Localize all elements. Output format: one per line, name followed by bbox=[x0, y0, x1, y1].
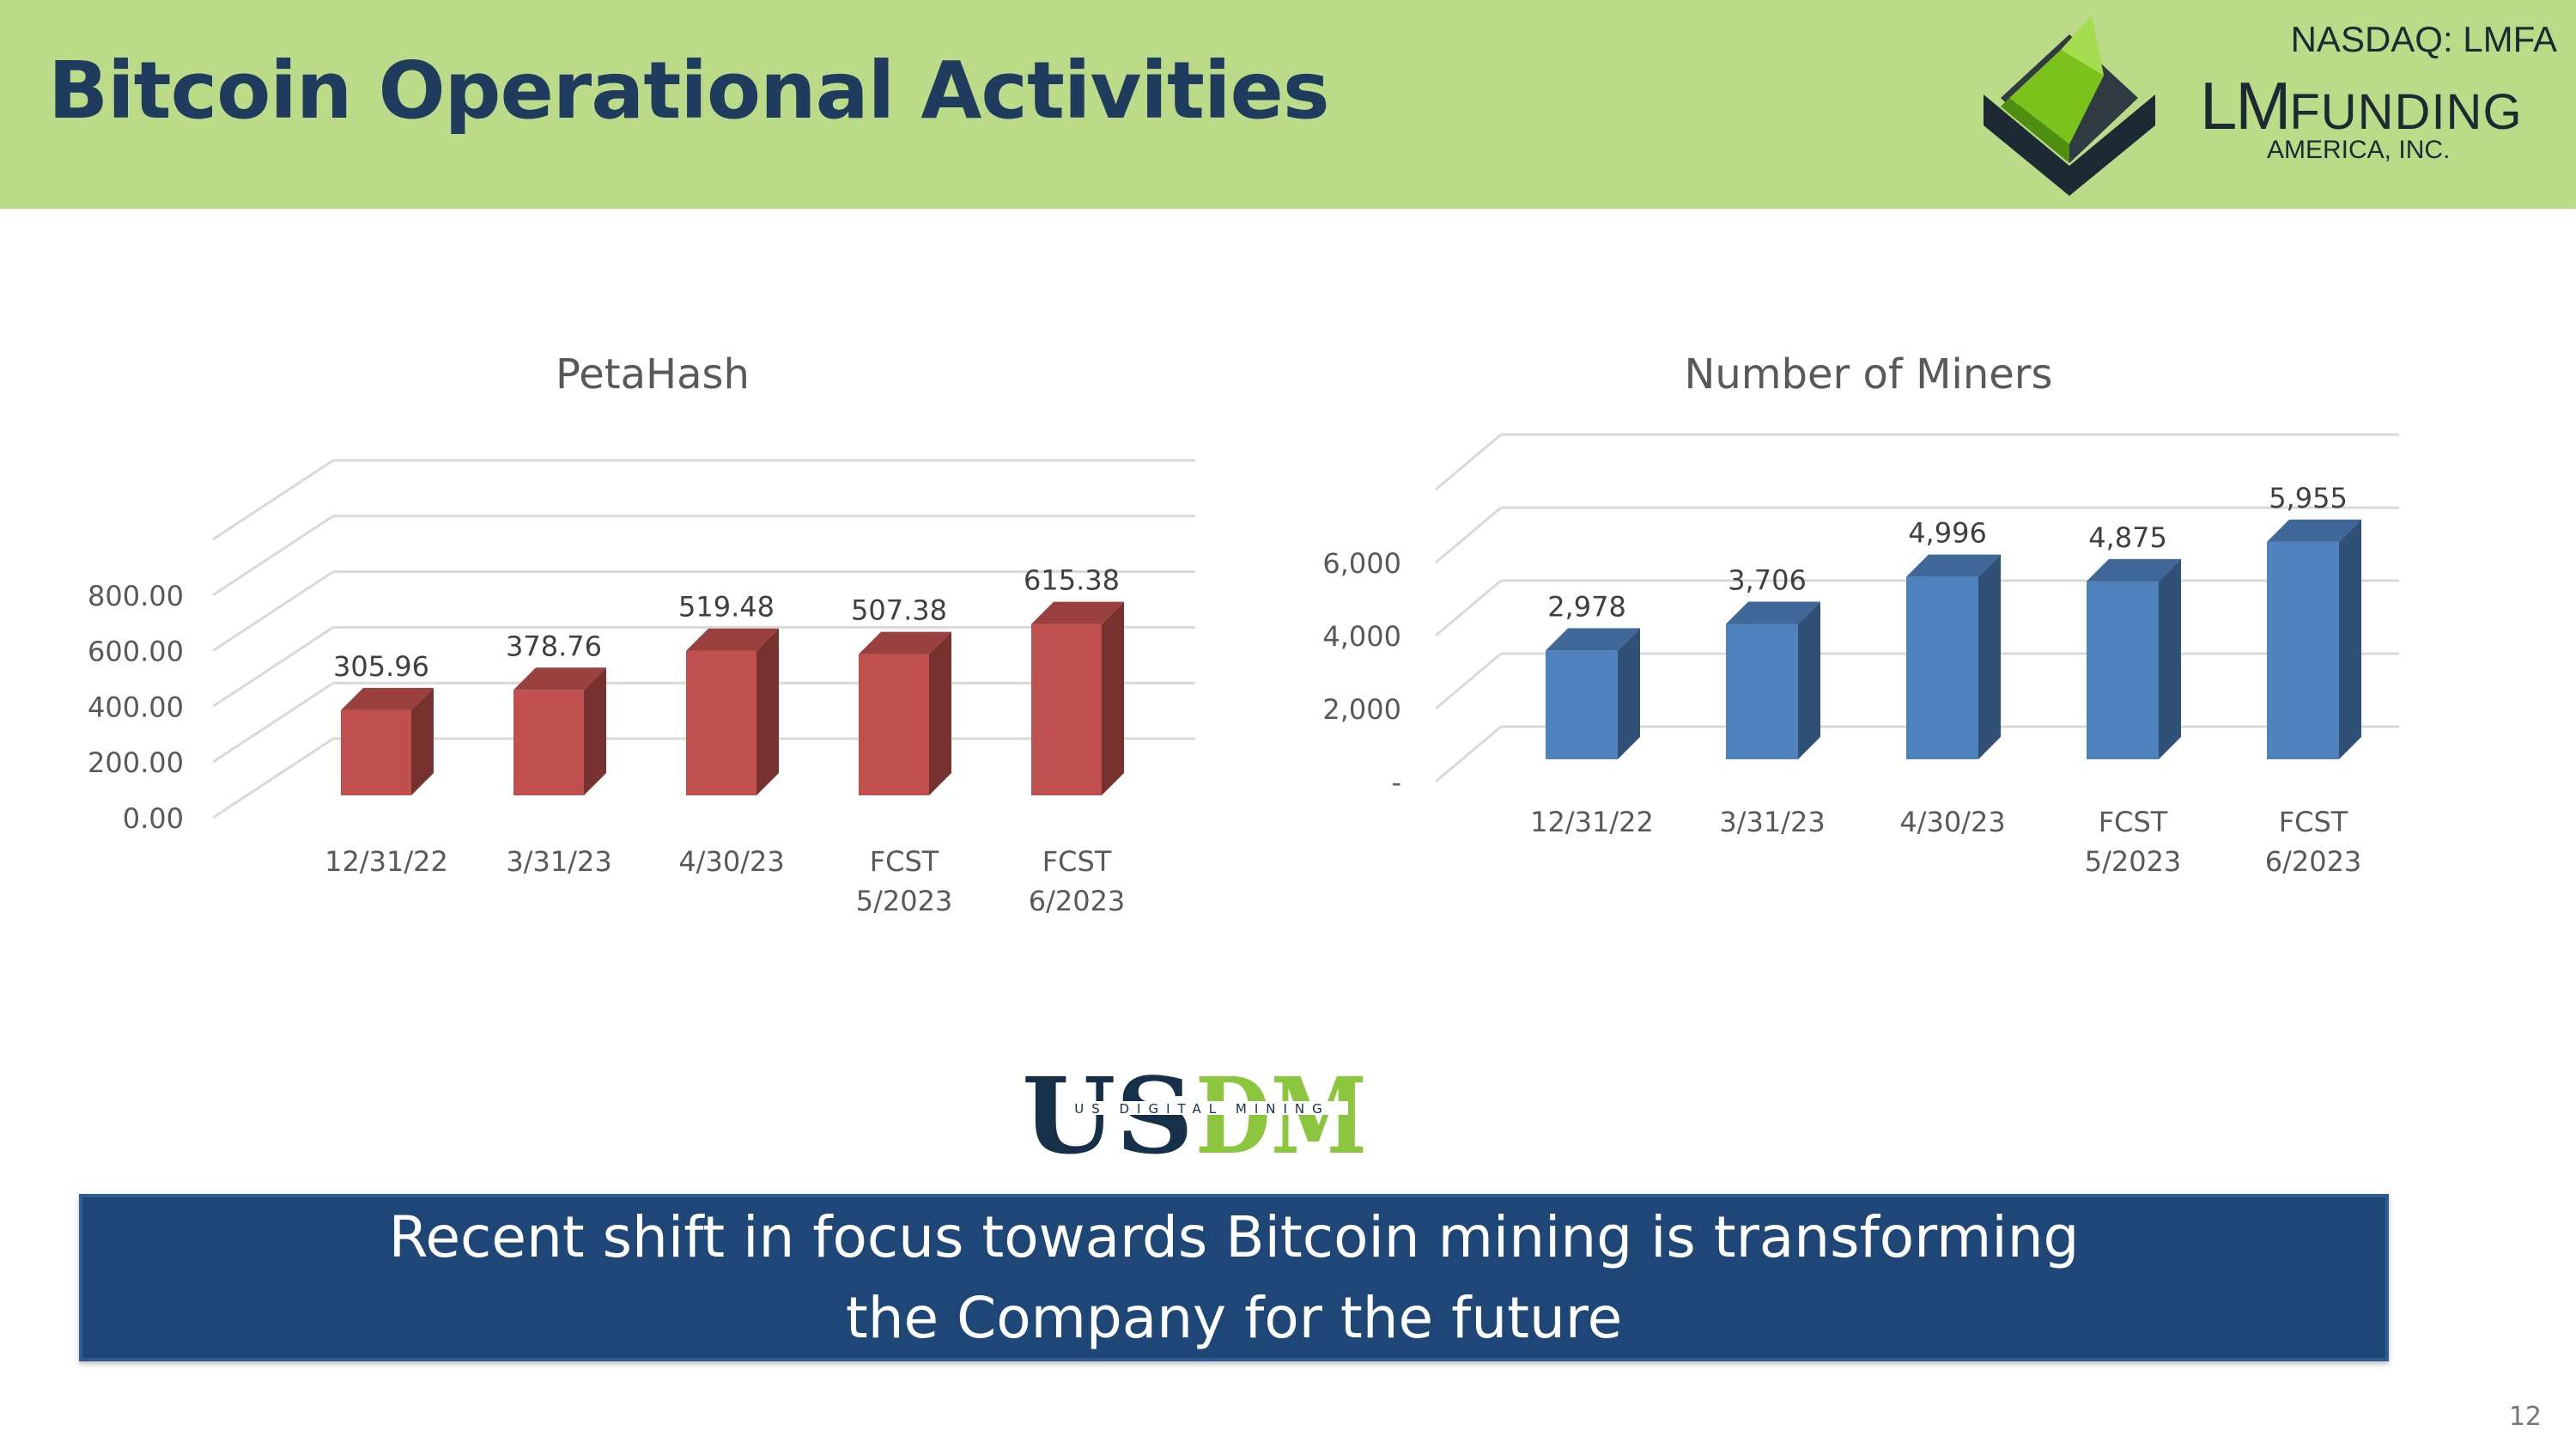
x-tick-label: FCST bbox=[1042, 845, 1112, 878]
banner-text: Recent shift in focus towards Bitcoin mi… bbox=[246, 1197, 2221, 1359]
x-tick-label: 6/2023 bbox=[1029, 885, 1126, 917]
bar-side bbox=[1798, 601, 1820, 759]
data-label: 5,955 bbox=[2269, 482, 2348, 514]
data-label: 378.76 bbox=[506, 630, 602, 662]
gridline-side bbox=[1435, 652, 1502, 710]
x-tick-label: 3/31/23 bbox=[506, 845, 611, 878]
bar-top bbox=[1546, 628, 1640, 651]
x-tick-label: 4/30/23 bbox=[678, 845, 784, 878]
gridline-side bbox=[1435, 506, 1502, 564]
bar-side bbox=[2339, 519, 2361, 759]
bar bbox=[1726, 624, 1798, 759]
gridline-side bbox=[1435, 725, 1502, 783]
y-tick-label: 6,000 bbox=[1322, 547, 1401, 580]
gridline-side bbox=[1435, 579, 1502, 637]
data-label: 4,996 bbox=[1908, 517, 1987, 550]
y-tick-label: 600.00 bbox=[88, 636, 184, 668]
x-tick-label: FCST bbox=[870, 845, 939, 878]
ticker-symbol: NASDAQ: LMFA bbox=[2290, 19, 2557, 59]
summary-banner: Recent shift in focus towards Bitcoin mi… bbox=[79, 1194, 2389, 1361]
bar-top bbox=[1031, 601, 1124, 624]
gridline-side bbox=[212, 570, 334, 652]
logo-funding: FUNDING bbox=[2289, 84, 2523, 140]
bar bbox=[1906, 576, 1978, 759]
chart-title: PetaHash bbox=[556, 350, 750, 399]
bar-top bbox=[2267, 519, 2361, 542]
x-tick-label: FCST bbox=[2279, 806, 2348, 838]
data-label: 507.38 bbox=[851, 594, 947, 627]
petahash-chart: PetaHash 0.00 200.00 400.00 600.00 800.00 305.… bbox=[88, 350, 1195, 917]
data-label: 2,978 bbox=[1547, 590, 1626, 623]
header-bar: Bitcoin Operational Activities NASDAQ: L… bbox=[0, 0, 2576, 209]
y-tick-label: 0.00 bbox=[123, 802, 184, 835]
bar-top bbox=[1906, 554, 2001, 577]
bar-top bbox=[686, 628, 779, 651]
bar-top bbox=[859, 631, 951, 654]
bar-side bbox=[1978, 554, 2001, 759]
gridline-side bbox=[212, 737, 334, 819]
bar-side bbox=[1618, 628, 1640, 759]
bar-top bbox=[1726, 601, 1820, 624]
bar bbox=[341, 709, 411, 795]
bar bbox=[513, 690, 584, 795]
x-tick-label: 12/31/22 bbox=[1530, 806, 1654, 838]
x-tick-label: 12/31/22 bbox=[325, 845, 448, 878]
bar-side bbox=[411, 687, 434, 795]
data-label: 519.48 bbox=[678, 591, 775, 624]
page-title: Bitcoin Operational Activities bbox=[48, 45, 1330, 137]
x-tick-label: FCST bbox=[2099, 806, 2168, 838]
bar bbox=[1031, 624, 1102, 795]
y-tick-label: - bbox=[1391, 766, 1401, 799]
bar-side bbox=[2159, 558, 2181, 759]
bar bbox=[2267, 541, 2339, 759]
x-tick-label: 4/30/23 bbox=[1899, 806, 2005, 838]
bar-side bbox=[1102, 601, 1124, 795]
y-tick-label: 800.00 bbox=[88, 580, 184, 612]
x-tick-label: 6/2023 bbox=[2265, 845, 2362, 878]
x-tick-label: 3/31/23 bbox=[1719, 806, 1825, 838]
y-tick-label: 200.00 bbox=[88, 746, 184, 779]
lm-funding-logo-text: LMFUNDING bbox=[2200, 67, 2523, 145]
miners-chart: Number of Miners - 2,000 4,000 6,000 2,978 12/… bbox=[1322, 350, 2399, 878]
y-tick-label: 2,000 bbox=[1322, 693, 1401, 726]
data-label: 615.38 bbox=[1024, 564, 1120, 597]
bar-top bbox=[341, 687, 434, 710]
usdm-logo-icon: US DM US DIGITAL MINING bbox=[1022, 1056, 1367, 1168]
bar-side bbox=[584, 667, 606, 795]
y-tick-label: 4,000 bbox=[1322, 620, 1401, 653]
bar bbox=[686, 650, 756, 795]
lm-funding-logo-icon bbox=[1984, 15, 2155, 196]
data-label: 4,875 bbox=[2088, 521, 2167, 554]
x-tick-label: 5/2023 bbox=[856, 885, 953, 917]
banner-line-2: the Company for the future bbox=[845, 1284, 1623, 1351]
gridline-side bbox=[1435, 433, 1502, 491]
usdm-logo-tagline: US DIGITAL MINING bbox=[1074, 1101, 1330, 1117]
banner-line-1: Recent shift in focus towards Bitcoin mi… bbox=[388, 1203, 2080, 1270]
data-label: 305.96 bbox=[333, 650, 429, 683]
data-label: 3,706 bbox=[1728, 563, 1807, 596]
logo-lm: LM bbox=[2200, 68, 2291, 143]
bar bbox=[859, 654, 929, 795]
gridline-side bbox=[212, 514, 334, 597]
chart-title: Number of Miners bbox=[1684, 350, 2052, 399]
y-tick-label: 400.00 bbox=[88, 691, 184, 723]
x-tick-label: 5/2023 bbox=[2085, 845, 2182, 878]
gridline-side bbox=[212, 459, 334, 541]
logo-subtitle: AMERICA, INC. bbox=[2267, 136, 2451, 164]
bar-side bbox=[756, 628, 779, 795]
gridline-side bbox=[212, 626, 334, 708]
bar bbox=[1546, 650, 1618, 759]
bar bbox=[2087, 581, 2159, 759]
gridline-side bbox=[212, 681, 334, 764]
page-number: 12 bbox=[2508, 1402, 2542, 1432]
bar-top bbox=[513, 667, 606, 691]
bar-top bbox=[2087, 558, 2181, 581]
bar-side bbox=[929, 631, 951, 795]
